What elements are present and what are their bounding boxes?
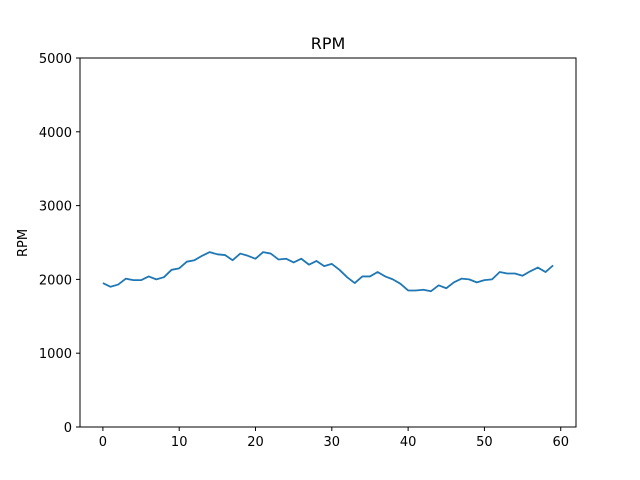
x-tick-label: 20: [247, 435, 264, 450]
chart-title: RPM: [311, 34, 346, 53]
y-tick-label: 3000: [39, 200, 72, 215]
y-axis-ticks: 0 1000 2000 3000 4000 5000: [39, 52, 80, 436]
x-tick-label: 40: [400, 435, 417, 450]
y-tick-label: 0: [64, 421, 72, 436]
rpm-series-line: [102, 251, 554, 293]
x-tick-label: 60: [552, 435, 569, 450]
y-axis-label: RPM: [16, 229, 31, 257]
y-tick-label: 2000: [39, 273, 72, 288]
plot-area-frame: [79, 57, 577, 428]
x-tick-label: 0: [99, 435, 107, 450]
y-tick-label: 4000: [39, 126, 72, 141]
x-tick-label: 10: [171, 435, 188, 450]
y-tick-label: 5000: [39, 52, 72, 67]
x-tick-label: 50: [476, 435, 493, 450]
x-tick-label: 30: [324, 435, 341, 450]
y-tick-label: 1000: [39, 347, 72, 362]
x-axis-ticks: 0 10 20 30 40 50 60: [99, 427, 569, 450]
